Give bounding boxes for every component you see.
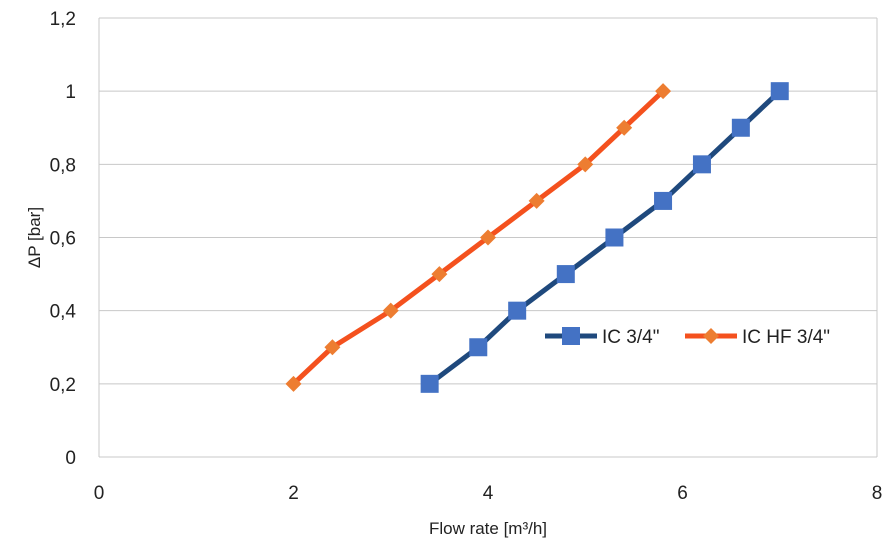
data-point <box>420 374 439 393</box>
data-point <box>324 339 341 356</box>
axes: 0 0,2 0,4 0,6 0,8 1 1,2 0 2 4 6 8 <box>50 9 883 504</box>
data-point <box>480 229 496 246</box>
x-tick-label: 8 <box>872 483 883 504</box>
data-point <box>655 83 672 100</box>
y-tick-label: 1 <box>65 82 76 103</box>
y-tick-label: 0,4 <box>50 302 77 323</box>
x-tick-label: 4 <box>483 483 494 504</box>
data-point <box>508 301 527 320</box>
x-tick-label: 2 <box>288 483 299 504</box>
data-point <box>577 156 594 173</box>
data-point <box>469 338 488 357</box>
legend-item: IC HF 3/4" <box>685 327 830 348</box>
legend-swatch-marker <box>703 328 719 344</box>
legend-label: IC HF 3/4" <box>742 327 830 348</box>
data-point <box>770 82 789 101</box>
data-point <box>382 302 399 319</box>
legend-swatch-marker <box>562 327 580 345</box>
data-point <box>692 155 711 174</box>
legend-item: IC 3/4" <box>545 327 659 348</box>
x-axis-title: Flow rate [m³/h] <box>429 519 547 538</box>
legend: IC 3/4" IC HF 3/4" <box>545 327 830 348</box>
data-point <box>654 191 673 210</box>
data-point <box>285 375 302 392</box>
x-tick-label: 0 <box>94 483 105 504</box>
x-tick-label: 6 <box>677 483 688 504</box>
legend-label: IC 3/4" <box>602 327 659 348</box>
y-tick-label: 0,8 <box>50 155 76 176</box>
series-1 <box>420 82 789 393</box>
y-axis-title: ΔP [bar] <box>25 207 44 268</box>
data-point <box>431 266 448 283</box>
y-tick-label: 0 <box>65 448 76 469</box>
y-tick-label: 0,2 <box>50 375 76 396</box>
series-2 <box>285 83 672 392</box>
data-point <box>528 192 545 209</box>
y-tick-label: 0,6 <box>50 229 76 250</box>
data-point <box>605 228 624 247</box>
data-point <box>556 265 575 284</box>
y-tick-label: 1,2 <box>50 9 76 30</box>
data-point <box>731 118 750 137</box>
data-point <box>616 119 633 136</box>
data-series <box>285 82 789 393</box>
